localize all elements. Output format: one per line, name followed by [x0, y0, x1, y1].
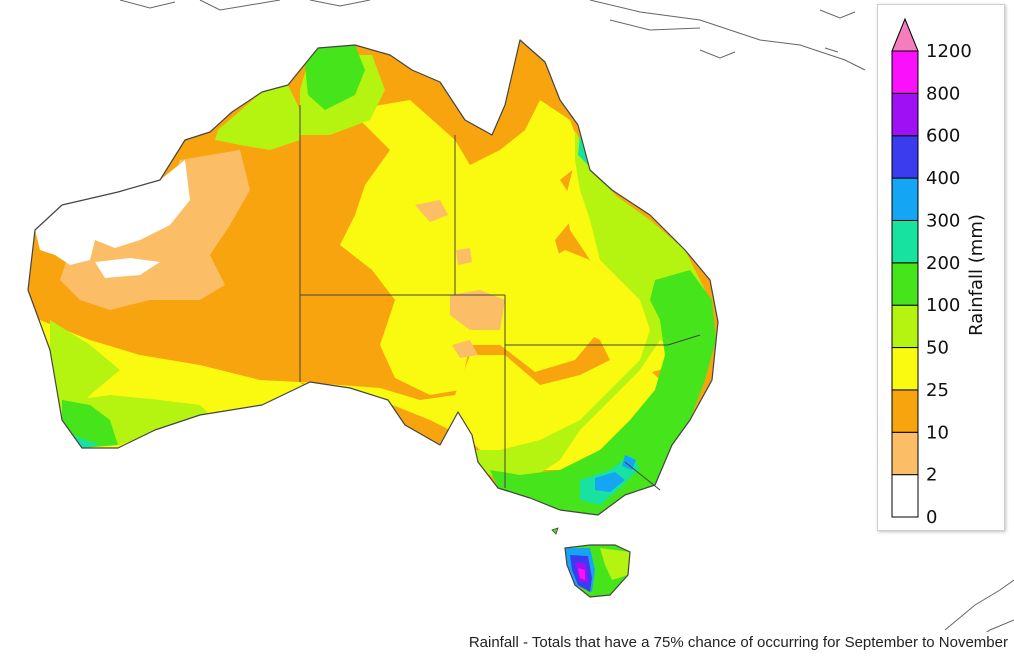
legend-band — [891, 92, 919, 137]
tasmania-coastline — [564, 544, 631, 598]
legend-tick-label: 25 — [926, 380, 949, 401]
legend-band — [891, 389, 919, 433]
legend-band — [891, 304, 919, 349]
legend-band — [891, 135, 919, 179]
legend-tick-label: 400 — [926, 168, 960, 189]
legend-tick-label: 10 — [926, 422, 949, 443]
legend-tick-label: 0 — [926, 507, 937, 528]
legend-tick-label: 800 — [926, 83, 960, 104]
legend-band — [891, 219, 919, 264]
neighbour-islands — [119, 0, 1014, 651]
legend-tick-label: 200 — [926, 253, 960, 274]
rainfall-legend: 0 2 10 25 50 100 200 300 400 600 800 1200 Rainfall … — [877, 4, 1005, 531]
legend-band — [891, 177, 919, 221]
legend-tick-label: 2 — [926, 465, 937, 486]
king-island — [551, 527, 559, 535]
map-caption: Rainfall - Totals that have a 75% chance… — [466, 632, 1010, 653]
mainland-coastline — [27, 39, 719, 516]
state-borders — [299, 105, 701, 491]
legend-band — [891, 347, 919, 391]
legend-tick-label: 50 — [926, 338, 949, 359]
legend-tick-label: 100 — [926, 295, 960, 316]
legend-band — [891, 431, 919, 476]
legend-title: Rainfall (mm) — [966, 214, 987, 336]
legend-band-top — [891, 17, 919, 52]
legend-band — [891, 474, 919, 518]
legend-tick-label: 1200 — [926, 41, 972, 62]
legend-colorbar: 0 2 10 25 50 100 200 300 400 600 800 1200 Rainfall … — [891, 17, 987, 528]
legend-tick-label: 600 — [926, 126, 960, 147]
legend-band — [891, 50, 919, 94]
legend-tick-label: 300 — [926, 210, 960, 231]
legend-band — [891, 262, 919, 306]
